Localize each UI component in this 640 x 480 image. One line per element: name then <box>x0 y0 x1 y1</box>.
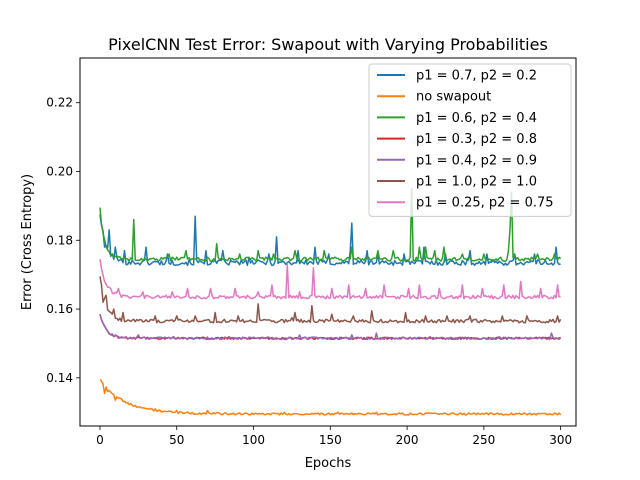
x-tick-label: 300 <box>549 433 572 447</box>
plot-frame <box>79 57 577 427</box>
x-axis-label: Epochs <box>305 456 352 471</box>
series-line <box>99 259 561 300</box>
y-axis: 0.14 0.16 0.18 0.20 0.22 <box>46 96 80 385</box>
x-tick-label: 150 <box>319 433 342 447</box>
legend-label: p1 = 0.7, p2 = 0.2 <box>416 69 537 84</box>
series-line <box>99 187 562 262</box>
series-line <box>99 214 561 267</box>
x-tick-label: 50 <box>169 433 184 447</box>
y-tick-label: 0.22 <box>46 96 73 110</box>
x-tick-label: 100 <box>242 433 265 447</box>
series-line <box>99 314 562 341</box>
legend-label: no swapout <box>416 90 491 105</box>
legend-label: p1 = 0.25, p2 = 0.75 <box>416 196 554 211</box>
y-tick-label: 0.20 <box>46 164 73 178</box>
y-axis-label: Error (Cross Entropy) <box>20 174 35 310</box>
series-layer <box>99 187 562 416</box>
chart-title: PixelCNN Test Error: Swapout with Varyin… <box>108 35 548 54</box>
x-tick-label: 200 <box>396 433 419 447</box>
y-tick-label: 0.16 <box>46 302 73 316</box>
legend-label: p1 = 0.4, p2 = 0.9 <box>416 153 537 168</box>
legend: p1 = 0.7, p2 = 0.2 no swapout p1 = 0.6, p2… <box>368 63 572 217</box>
legend-box <box>368 63 572 217</box>
x-axis: 0 50 100 150 200 250 300 <box>96 426 572 447</box>
series-line <box>99 276 562 324</box>
y-tick-label: 0.18 <box>46 233 73 247</box>
x-tick-label: 0 <box>96 433 104 447</box>
legend-label: p1 = 0.3, p2 = 0.8 <box>416 132 537 147</box>
legend-label: p1 = 1.0, p2 = 1.0 <box>416 175 537 190</box>
x-tick-label: 250 <box>472 433 495 447</box>
series-line <box>99 379 562 416</box>
legend-label: p1 = 0.6, p2 = 0.4 <box>416 111 537 126</box>
y-tick-label: 0.14 <box>46 371 73 385</box>
